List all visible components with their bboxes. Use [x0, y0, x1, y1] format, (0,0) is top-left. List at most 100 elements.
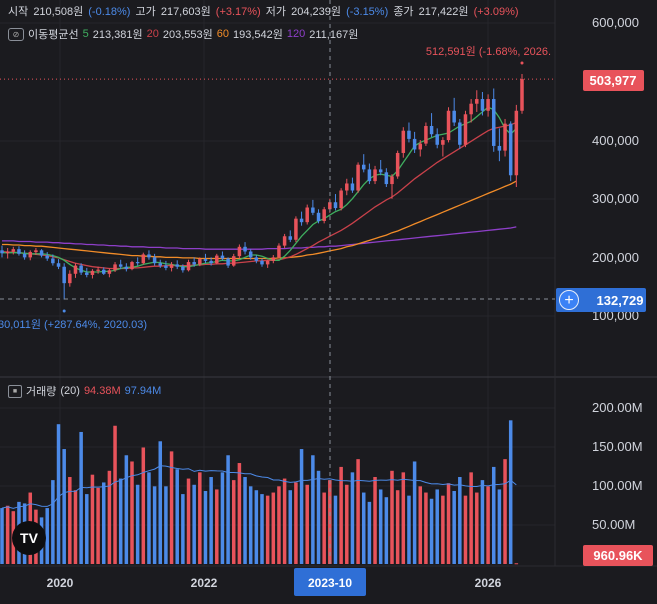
crosshair-price-label: 132,729 — [597, 293, 644, 308]
volume-bar — [5, 505, 10, 564]
candle-body — [101, 269, 106, 274]
candle-body — [73, 265, 78, 274]
volume-bar — [299, 449, 304, 564]
volume-bar — [107, 470, 112, 564]
low-change: (-3.15%) — [346, 6, 389, 18]
candle-body — [401, 130, 406, 153]
ma120-period: 120 — [286, 28, 306, 40]
volume-bar — [56, 424, 61, 564]
volume-bar — [282, 478, 287, 564]
volume-bar — [311, 455, 315, 564]
candle-body — [79, 265, 83, 273]
candle-body — [378, 169, 383, 173]
add-alert-button[interactable]: + — [559, 290, 579, 310]
volume-bar — [248, 486, 253, 564]
low-value: 204,239원 — [291, 6, 341, 18]
volume-bar — [237, 463, 242, 564]
eye-off-icon[interactable]: ⊘ — [8, 27, 24, 41]
candle-body — [141, 254, 146, 264]
candle-body — [305, 207, 309, 223]
candle-body — [429, 126, 434, 135]
candle-body — [147, 254, 151, 258]
candle-body — [463, 114, 468, 145]
volume-bar — [135, 484, 140, 564]
volume-bar — [124, 455, 129, 564]
candle-body — [248, 251, 253, 258]
volume-bar — [407, 495, 411, 564]
candle-body — [350, 183, 355, 191]
low-marker — [62, 309, 66, 313]
candle-body — [265, 260, 270, 265]
volume-bar — [497, 489, 502, 564]
volume-bar — [356, 459, 360, 564]
candle-body — [475, 99, 479, 104]
volume-value-1: 94.38M — [83, 385, 121, 397]
volume-bar — [203, 490, 208, 564]
candle-body — [282, 236, 287, 246]
candle-body — [446, 110, 451, 141]
volume-bar — [96, 487, 100, 564]
open-change: (-0.18%) — [88, 6, 131, 18]
tradingview-logo[interactable]: TV — [12, 521, 46, 555]
volume-bar — [192, 484, 196, 564]
time-tick-label: 2022 — [191, 576, 218, 590]
volume-bar — [79, 431, 83, 564]
price-tick-label: 300,000 — [592, 191, 639, 206]
volume-bar — [226, 455, 230, 564]
candle-body — [22, 253, 27, 258]
volume-bar — [373, 477, 377, 564]
volume-bar — [198, 472, 202, 564]
volume-bar — [452, 490, 456, 564]
ma60-value: 193,542원 — [233, 29, 283, 41]
volume-bar — [231, 480, 236, 564]
volume-bar — [85, 494, 89, 564]
candle-body — [271, 257, 276, 261]
volume-bar — [491, 466, 496, 564]
volume-indicator-icon[interactable]: ■ — [8, 384, 22, 398]
candle-body — [243, 246, 247, 252]
candle-body — [181, 266, 185, 271]
ma120-value: 211,167원 — [309, 29, 359, 41]
volume-bar — [90, 474, 95, 564]
candle-body — [28, 252, 33, 258]
candle-body — [107, 270, 112, 274]
volume-bar — [0, 508, 4, 564]
ohlc-legend: 시작 210,508원 (-0.18%) 고가 217,603원 (+3.17%… — [8, 3, 521, 19]
volume-bar — [260, 494, 264, 564]
candle-body — [339, 190, 343, 209]
last-price-label: 503,977 — [590, 73, 637, 88]
volume-bar — [475, 492, 479, 564]
volume-bar — [51, 480, 55, 564]
volume-bar — [367, 501, 372, 564]
candle-body — [34, 250, 38, 253]
candle-body — [203, 259, 208, 261]
candle-body — [231, 256, 236, 266]
volume-legend[interactable]: ■ 거래량 (20) 94.38M 97.94M — [8, 383, 161, 399]
close-change: (+3.09%) — [473, 6, 519, 18]
volume-bar — [164, 486, 168, 564]
candle-body — [5, 251, 10, 254]
ma120-line — [2, 226, 517, 250]
volume-bar — [401, 472, 406, 564]
volume-bar — [480, 480, 485, 564]
candle-body — [96, 269, 100, 271]
candle-body — [135, 262, 140, 264]
candle-body — [486, 99, 490, 111]
volume-bar — [446, 483, 451, 564]
volume-bar — [345, 484, 349, 564]
candle-body — [192, 262, 196, 265]
volume-bar — [147, 472, 151, 564]
time-tick-label: 2020 — [47, 576, 74, 590]
candle-body — [395, 152, 400, 177]
candle-body — [424, 126, 428, 144]
candle-body — [345, 183, 349, 191]
volume-bar — [277, 486, 281, 564]
high-marker — [520, 61, 524, 65]
last-price-badge — [583, 70, 644, 91]
volume-bar — [158, 441, 163, 564]
last-volume-label: 960.96K — [593, 548, 643, 563]
volume-bar — [435, 489, 439, 564]
volume-bar — [45, 508, 49, 564]
candle-body — [361, 164, 366, 170]
ma-legend[interactable]: ⊘ 이동평균선 5 213,381원 20 203,553원 60 193,54… — [8, 26, 358, 42]
